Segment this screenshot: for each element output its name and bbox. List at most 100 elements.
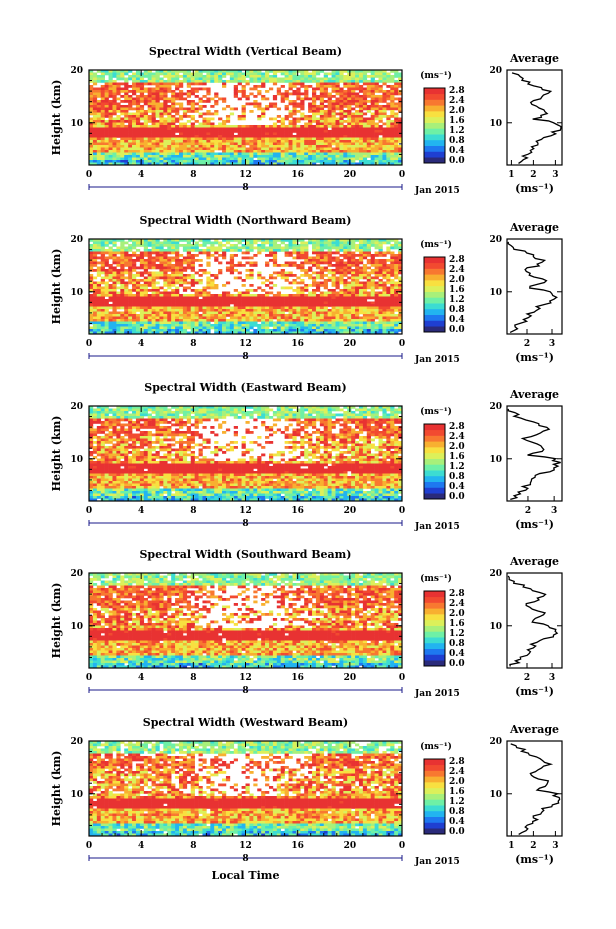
heatmap-cell	[132, 241, 137, 245]
heatmap-cell	[214, 304, 219, 307]
heatmap-cell	[351, 291, 356, 295]
heatmap-cell	[312, 291, 317, 295]
heatmap-cell	[210, 254, 215, 257]
heatmap-cell	[233, 92, 238, 96]
heatmap-cell	[351, 112, 356, 116]
heatmap-cell	[327, 77, 332, 81]
heatmap-cell	[100, 95, 105, 98]
heatmap-cell	[225, 261, 231, 265]
heatmap-cell	[351, 314, 356, 317]
heatmap-cell	[202, 269, 207, 272]
heatmap-cell	[120, 281, 125, 285]
heatmap-cell	[245, 70, 250, 73]
heatmap-cell	[124, 256, 129, 260]
heatmap-cell	[182, 77, 188, 81]
heatmap-cell	[319, 125, 325, 128]
heatmap-cell	[257, 306, 262, 310]
heatmap-cell	[300, 304, 305, 307]
heatmap-cell	[319, 309, 325, 312]
heatmap-cell	[382, 271, 387, 275]
heatmap-cell	[96, 326, 102, 330]
heatmap-cell	[210, 97, 215, 101]
heatmap-cell	[143, 279, 148, 282]
heatmap-cell	[351, 117, 356, 121]
heatmap-cell	[339, 117, 344, 121]
heatmap-cell	[96, 271, 102, 275]
heatmap-cell	[257, 132, 262, 136]
heatmap-cell	[124, 120, 129, 123]
heatmap-cell	[374, 85, 379, 88]
heatmap-cell	[355, 296, 360, 300]
heatmap-cell	[159, 137, 164, 141]
heatmap-cell	[296, 147, 301, 151]
heatmap-cell	[304, 249, 309, 252]
heatmap-cell	[265, 105, 270, 108]
heatmap-cell	[315, 122, 321, 126]
heatmap-cell	[284, 160, 289, 163]
heatmap-cell	[167, 319, 172, 322]
heatmap-cell	[272, 241, 278, 245]
heatmap-cell	[194, 241, 199, 245]
heatmap-cell	[92, 269, 98, 272]
heatmap-cell	[347, 145, 352, 148]
heatmap-cell	[92, 87, 98, 91]
heatmap-cell	[241, 299, 246, 302]
heatmap-cell	[100, 132, 105, 136]
heatmap-cell	[261, 296, 266, 300]
heatmap-cell	[284, 70, 289, 73]
heatmap-cell	[120, 279, 125, 282]
heatmap-cell	[288, 281, 293, 285]
heatmap-cell	[268, 296, 274, 300]
heatmap-cell	[139, 142, 145, 146]
heatmap-cell	[198, 291, 203, 295]
heatmap-cell	[347, 304, 352, 307]
heatmap-cell	[222, 160, 227, 163]
heatmap-cell	[366, 309, 371, 312]
heatmap-cell	[167, 256, 172, 260]
heatmap-cell	[386, 249, 391, 252]
heatmap-cell	[163, 145, 168, 148]
heatmap-cell	[155, 162, 160, 166]
heatmap-cell	[355, 102, 360, 106]
heatmap-cell	[272, 251, 278, 255]
heatmap-cell	[163, 264, 168, 267]
heatmap-cell	[171, 314, 176, 317]
heatmap-cell	[241, 127, 246, 131]
heatmap-cell	[382, 241, 387, 245]
heatmap-cell	[319, 306, 325, 310]
heatmap-cell	[139, 274, 145, 277]
heatmap-cell	[394, 152, 399, 156]
heatmap-cell	[300, 140, 305, 143]
heatmap-cell	[331, 301, 336, 305]
heatmap-cell	[104, 107, 109, 111]
heatmap-cell	[175, 152, 180, 156]
heatmap-cell	[186, 90, 192, 93]
heatmap-cell	[155, 140, 160, 143]
heatmap-cell	[210, 319, 215, 322]
heatmap-cell	[370, 70, 375, 73]
heatmap-cell	[331, 309, 336, 312]
heatmap-cell	[155, 115, 160, 118]
heatmap-cell	[104, 145, 109, 148]
heatmap-cell	[370, 294, 375, 297]
heatmap-cell	[171, 160, 176, 163]
heatmap-cell	[104, 122, 109, 126]
heatmap-cell	[92, 289, 98, 292]
heatmap-cell	[374, 125, 379, 128]
heatmap-cell	[265, 75, 270, 78]
heatmap-cell	[280, 324, 285, 327]
heatmap-cell	[190, 309, 195, 312]
heatmap-cell	[370, 326, 375, 330]
heatmap-cell	[280, 160, 285, 163]
heatmap-cell	[394, 281, 399, 285]
heatmap-cell	[206, 291, 211, 295]
heatmap-cell	[261, 85, 266, 88]
heatmap-cell	[151, 249, 156, 252]
heatmap-cell	[194, 150, 199, 153]
heatmap-cell	[214, 160, 219, 163]
heatmap-cell	[296, 306, 301, 310]
heatmap-cell	[300, 150, 305, 153]
heatmap-cell	[167, 77, 172, 81]
heatmap-cell	[323, 306, 328, 310]
heatmap-cell	[89, 107, 94, 111]
